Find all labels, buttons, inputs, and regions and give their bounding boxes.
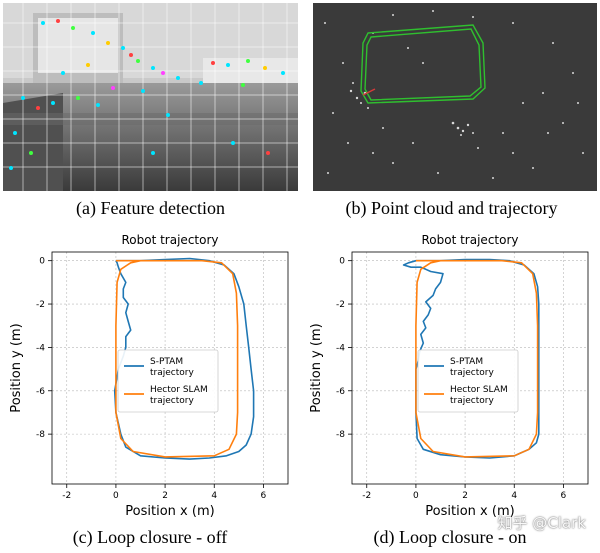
y-tick-label: -8 [336, 430, 345, 440]
watermark: 知乎 @Clark [497, 514, 586, 532]
caption-b: (b) Point cloud and trajectory [345, 198, 558, 218]
series-line-hector-slam [415, 259, 539, 458]
y-tick-label: 0 [39, 257, 45, 267]
x-axis-label: Position x (m) [125, 504, 214, 519]
series-line-s-ptam [113, 257, 255, 460]
y-tick-label: -2 [336, 300, 345, 310]
x-tick-label: 6 [561, 491, 567, 501]
x-axis-label: Position x (m) [425, 504, 514, 519]
feature-detection-scene [3, 3, 298, 191]
plot-frame [51, 251, 289, 485]
caption-c: (c) Loop closure - off [72, 527, 228, 547]
chart-title: Robot trajectory [121, 233, 218, 247]
y-tick-label: 0 [339, 257, 345, 267]
legend-label-s-ptam: S-PTAM [450, 357, 483, 367]
legend-label-s-ptam: trajectory [450, 368, 494, 378]
trajectory-chart-loop-closure-on: Robot trajectory -2 0 2 4 6 0 -2 -4 -6 -8 Position … [309, 233, 589, 519]
trajectory-chart-loop-closure-off: Robot trajectory -2 0 2 4 6 0 -2 -4 -6 -8 Position … [9, 233, 289, 519]
x-tick-label: 4 [211, 491, 217, 501]
plot-frame [351, 251, 589, 485]
legend-label-s-ptam: trajectory [150, 368, 194, 378]
y-tick-label: -8 [36, 430, 45, 440]
x-tick-label: -2 [362, 491, 371, 501]
caption-d: (d) Loop closure - on [373, 527, 527, 547]
x-tick-label: 0 [113, 491, 119, 501]
y-axis-label: Position y (m) [9, 323, 24, 412]
x-tick-label: 4 [511, 491, 517, 501]
y-tick-label: -2 [36, 300, 45, 310]
caption-a: (a) Feature detection [76, 198, 225, 218]
x-tick-label: 2 [462, 491, 468, 501]
point-cloud-image [313, 3, 597, 191]
y-tick-label: -4 [36, 343, 45, 353]
feature-detection-image [3, 3, 298, 191]
legend-label-hector-slam: Hector SLAM [150, 385, 208, 395]
legend-label-hector-slam: trajectory [450, 396, 494, 406]
point-cloud-scene [313, 3, 597, 191]
x-tick-label: -2 [62, 491, 71, 501]
x-tick-label: 2 [162, 491, 168, 501]
legend-label-hector-slam: trajectory [150, 396, 194, 406]
y-axis-label: Position y (m) [309, 323, 324, 412]
y-tick-label: -6 [36, 387, 45, 397]
y-tick-label: -4 [336, 343, 345, 353]
legend-label-s-ptam: S-PTAM [150, 357, 183, 367]
y-tick-label: -6 [336, 387, 345, 397]
x-tick-label: 0 [413, 491, 419, 501]
series-line-hector-slam [115, 259, 239, 458]
legend-label-hector-slam: Hector SLAM [450, 385, 508, 395]
chart-title: Robot trajectory [421, 233, 518, 247]
x-tick-label: 6 [261, 491, 267, 501]
